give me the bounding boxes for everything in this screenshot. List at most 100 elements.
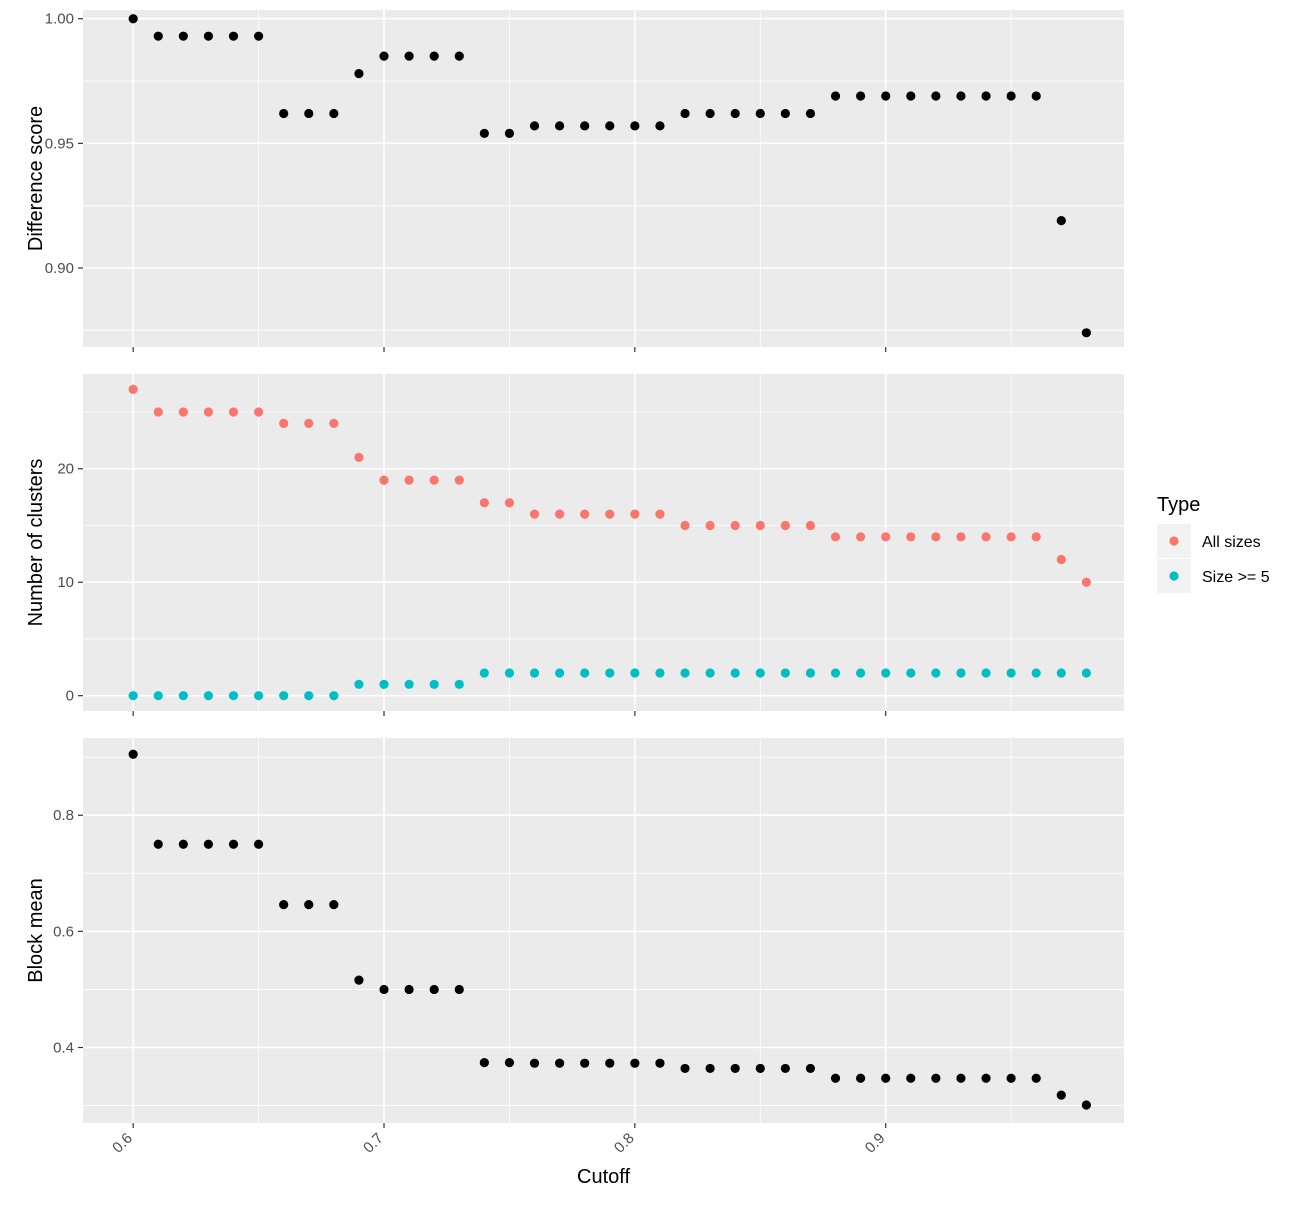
data-point	[956, 668, 966, 678]
data-point	[856, 668, 866, 678]
data-point	[881, 668, 891, 678]
data-point	[504, 668, 515, 678]
data-point	[1056, 554, 1066, 565]
x-tick-label: 0.9	[862, 1130, 889, 1157]
data-point	[931, 532, 941, 542]
data-point	[504, 1058, 515, 1068]
data-point	[655, 1058, 665, 1068]
data-point	[1006, 91, 1016, 101]
data-point	[1006, 1073, 1016, 1083]
data-point	[805, 108, 816, 119]
data-point	[329, 691, 339, 701]
data-point	[479, 498, 489, 508]
panel-background	[83, 374, 1124, 711]
data-point	[329, 900, 339, 910]
y-axis-title: Difference score	[25, 106, 47, 251]
data-point	[429, 475, 439, 485]
data-point	[555, 668, 565, 678]
data-point	[555, 121, 565, 131]
legend-label: All sizes	[1202, 534, 1261, 551]
data-point	[379, 51, 389, 61]
data-point	[203, 31, 214, 41]
data-point	[906, 91, 916, 101]
data-point	[379, 475, 389, 485]
data-point	[279, 418, 289, 428]
data-point	[203, 691, 214, 701]
data-point	[730, 1063, 740, 1074]
data-point	[856, 91, 866, 101]
data-point	[755, 520, 765, 531]
data-point	[805, 1063, 816, 1074]
data-point	[1056, 1090, 1066, 1100]
data-point	[304, 900, 314, 910]
data-point	[404, 679, 414, 689]
data-point	[805, 520, 816, 531]
data-point	[555, 509, 565, 519]
data-point	[279, 108, 289, 119]
data-point	[379, 679, 389, 689]
data-point	[329, 418, 339, 428]
y-tick-label: 20	[57, 461, 74, 478]
panel-background	[83, 738, 1124, 1123]
data-point	[529, 509, 540, 519]
data-point	[981, 1073, 991, 1083]
data-point	[580, 509, 590, 519]
data-point	[981, 532, 991, 542]
data-point	[805, 668, 816, 678]
data-point	[956, 532, 966, 542]
data-point	[153, 839, 163, 849]
data-point	[881, 91, 891, 101]
data-point	[605, 668, 615, 678]
data-point	[780, 668, 790, 678]
data-point	[479, 668, 489, 678]
data-point	[981, 91, 991, 101]
y-tick-label: 0	[66, 688, 74, 705]
data-point	[279, 900, 289, 910]
data-point	[906, 668, 916, 678]
y-tick-label: 0.6	[53, 923, 74, 940]
data-point	[429, 51, 439, 61]
data-point	[605, 509, 615, 519]
data-point	[1056, 668, 1066, 678]
data-point	[529, 121, 540, 131]
data-point	[830, 668, 841, 678]
data-point	[730, 108, 740, 119]
data-point	[705, 668, 715, 678]
data-point	[128, 384, 138, 394]
data-point	[680, 108, 690, 119]
series-2	[128, 668, 1091, 701]
data-point	[705, 108, 715, 119]
panel-background	[83, 10, 1124, 347]
y-tick-label: 0.95	[45, 135, 74, 152]
data-point	[253, 691, 264, 701]
data-point	[253, 31, 264, 41]
data-point	[404, 475, 414, 485]
data-point	[906, 532, 916, 542]
data-point	[504, 128, 515, 138]
data-point	[1081, 1100, 1091, 1110]
data-point	[1031, 91, 1041, 101]
data-point	[755, 1063, 765, 1074]
data-point	[780, 520, 790, 531]
data-point	[178, 839, 188, 849]
data-point	[1056, 216, 1066, 226]
data-point	[354, 68, 364, 79]
data-point	[153, 691, 163, 701]
data-point	[730, 668, 740, 678]
series-1	[128, 14, 1091, 338]
data-point	[580, 121, 590, 131]
panel-3: 0.4 0.6 0.8 Block mean	[25, 738, 1124, 1128]
data-point	[906, 1073, 916, 1083]
data-point	[529, 1058, 540, 1068]
data-point	[605, 1058, 615, 1068]
data-point	[1031, 1073, 1041, 1083]
data-point	[580, 1058, 590, 1068]
data-point	[1006, 668, 1016, 678]
data-point	[931, 668, 941, 678]
y-tick-label: 0.8	[53, 807, 74, 824]
series-1	[128, 749, 1091, 1110]
data-point	[931, 1073, 941, 1083]
data-point	[705, 1063, 715, 1074]
